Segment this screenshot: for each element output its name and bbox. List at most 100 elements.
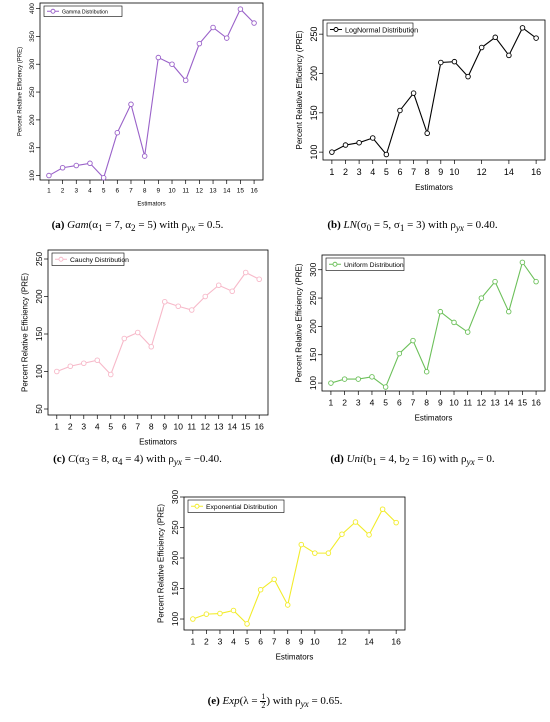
x-tick-label: 10 xyxy=(449,167,459,177)
x-tick-label: 6 xyxy=(397,398,402,408)
x-tick-label: 14 xyxy=(504,167,514,177)
x-tick-label: 2 xyxy=(204,637,209,647)
x-tick-label: 1 xyxy=(190,637,195,647)
data-point xyxy=(271,576,277,583)
plot-frame xyxy=(39,2,264,181)
data-point xyxy=(410,337,416,344)
data-point xyxy=(175,303,181,310)
chart-panel-d: 1 2 3 4 5 6 7 8 9 10 11 12 13 14 15 16 100 150 200 250 300 Es… xyxy=(275,243,550,473)
y-tick-label: 300 xyxy=(308,262,318,276)
data-point xyxy=(182,77,189,84)
data-point xyxy=(257,586,264,593)
x-tick-label: 3 xyxy=(356,398,361,408)
x-tick-label: 16 xyxy=(250,188,258,195)
data-point xyxy=(397,107,403,114)
data-point xyxy=(451,319,457,326)
chart-exponential: 1 2 3 4 5 6 7 8 9 10 12 14 16100150200250300Estimato… xyxy=(157,490,406,662)
data-point xyxy=(244,621,250,627)
caption-b: (b) LN(σ0 = 5, σ1 = 3) with ρyx = 0.40. xyxy=(327,219,498,234)
y-tick-label: 250 xyxy=(309,27,319,42)
legend-label: Gamma Distribution xyxy=(62,9,108,15)
x-axis-label: Estimators xyxy=(415,414,453,423)
data-point xyxy=(188,307,195,313)
x-tick-label: 13 xyxy=(214,422,224,432)
data-point xyxy=(81,360,87,366)
data-point xyxy=(355,376,362,382)
x-tick-label: 8 xyxy=(143,188,147,195)
series-line xyxy=(192,508,397,625)
data-point xyxy=(438,59,444,66)
data-point xyxy=(161,299,168,305)
x-tick-label: 4 xyxy=(370,167,375,177)
data-point xyxy=(230,607,237,614)
plot-frame xyxy=(321,254,546,392)
x-tick-label: 1 xyxy=(329,167,334,177)
y-axis-label: Percent Relative Efficiency (PRE) xyxy=(21,273,30,392)
data-point xyxy=(478,295,485,301)
data-point xyxy=(519,259,526,266)
y-axis-label: Percent Relative Efficiency (PRE) xyxy=(295,30,304,149)
data-point xyxy=(73,162,80,169)
x-tick-label: 11 xyxy=(182,188,189,195)
x-tick-label: 7 xyxy=(135,422,140,432)
legend-box xyxy=(43,5,123,17)
x-tick-label: 11 xyxy=(463,398,472,408)
x-tick-label: 4 xyxy=(370,398,375,408)
data-point xyxy=(312,550,318,556)
x-tick-label: 5 xyxy=(384,167,389,177)
plot-frame xyxy=(322,19,546,161)
x-tick-label: 14 xyxy=(504,398,514,408)
y-tick-label: 250 xyxy=(170,520,180,534)
x-tick-label: 10 xyxy=(168,188,176,195)
x-tick-label: 13 xyxy=(209,188,217,195)
legend-marker xyxy=(58,256,64,262)
x-tick-label: 9 xyxy=(299,637,304,647)
data-point xyxy=(54,368,60,375)
data-point xyxy=(155,54,162,61)
x-tick-label: 5 xyxy=(245,637,250,647)
data-point xyxy=(424,130,430,137)
x-axis-label: Estimators xyxy=(415,183,453,192)
x-tick-label: 14 xyxy=(364,637,374,647)
data-point xyxy=(135,329,141,336)
x-tick-label: 9 xyxy=(162,422,167,432)
data-point xyxy=(356,139,362,146)
x-tick-label: 8 xyxy=(424,398,429,408)
data-point xyxy=(492,34,499,41)
x-tick-label: 15 xyxy=(241,422,251,432)
x-tick-label: 9 xyxy=(157,188,161,195)
x-tick-label: 12 xyxy=(200,422,210,432)
data-point xyxy=(506,52,512,59)
x-tick-label: 7 xyxy=(411,398,416,408)
chart-panel-c: 1 2 3 4 5 6 7 8 9 10 11 12 13 14 15 16 50 100 150 200 250 Est… xyxy=(0,243,275,473)
x-tick-label: 4 xyxy=(88,188,92,195)
x-tick-label: 8 xyxy=(425,167,430,177)
data-point xyxy=(505,308,512,315)
plot-frame xyxy=(183,496,406,631)
data-point xyxy=(121,335,128,342)
data-point xyxy=(366,532,372,538)
x-tick-label: 4 xyxy=(231,637,236,647)
chart-panel-b: 1 2 3 4 5 6 7 8 9 10 12 14 16 100 150 200 250 Estimators P… xyxy=(275,0,550,240)
legend-box xyxy=(325,257,405,271)
x-axis-label: Estimators xyxy=(137,202,165,208)
legend-label: Exponential Distribution xyxy=(206,504,278,511)
x-tick-label: 16 xyxy=(391,637,401,647)
data-point xyxy=(437,308,444,315)
chart-cauchy: 1 2 3 4 5 6 7 8 9 10 11 12 13 14 15 1650100150200250Est… xyxy=(21,249,269,447)
x-tick-label: 12 xyxy=(337,637,347,647)
data-point xyxy=(325,550,332,556)
x-tick-label: 12 xyxy=(477,398,487,408)
data-point xyxy=(298,541,305,548)
data-point xyxy=(229,288,235,295)
legend-marker xyxy=(333,27,339,32)
data-point xyxy=(342,142,349,148)
series-line xyxy=(331,27,537,156)
x-tick-label: 9 xyxy=(438,167,443,177)
data-point xyxy=(237,6,244,12)
x-tick-label: 10 xyxy=(174,422,184,432)
x-tick-label: 10 xyxy=(310,637,320,647)
data-point xyxy=(533,35,539,41)
x-tick-label: 7 xyxy=(129,188,133,195)
data-point xyxy=(328,380,334,386)
